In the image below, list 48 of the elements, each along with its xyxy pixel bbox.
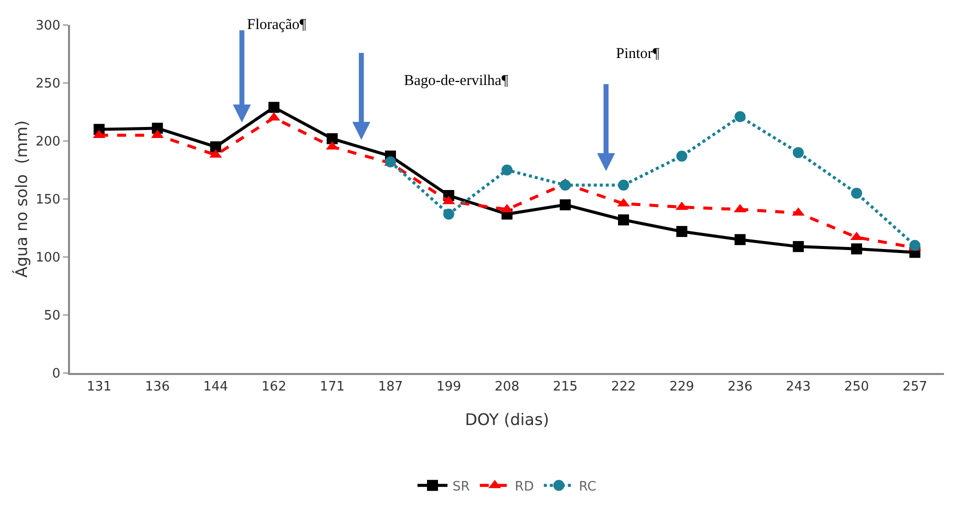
x-tick-label: 171 bbox=[320, 380, 345, 395]
point bbox=[502, 164, 512, 176]
x-tick-label: 131 bbox=[86, 380, 112, 395]
point bbox=[210, 141, 222, 152]
legend-label: SR bbox=[452, 479, 470, 494]
point bbox=[792, 241, 804, 252]
point bbox=[851, 188, 862, 199]
point bbox=[909, 240, 920, 251]
annotation: Floração¶ bbox=[247, 17, 306, 33]
x-tick-label: 199 bbox=[436, 380, 462, 395]
x-tick-label: 222 bbox=[611, 380, 636, 395]
point bbox=[851, 243, 862, 254]
x-tick-label: 257 bbox=[902, 380, 928, 395]
point bbox=[443, 208, 454, 220]
x-tick-label: 144 bbox=[203, 380, 228, 395]
x-tick-label: 187 bbox=[378, 380, 403, 395]
y-axis-title: Água no solo (mm) bbox=[12, 120, 31, 278]
point bbox=[618, 180, 630, 191]
x-axis-title: DOY (dias) bbox=[464, 410, 550, 429]
point bbox=[734, 111, 746, 122]
point bbox=[734, 234, 746, 246]
point bbox=[560, 180, 571, 191]
y-tick-label: 100 bbox=[36, 250, 60, 266]
y-tick-label: 150 bbox=[36, 192, 60, 208]
y-tick-label: 200 bbox=[36, 134, 60, 150]
y-tick-label: 300 bbox=[36, 18, 60, 34]
y-tick-label: 250 bbox=[36, 76, 60, 92]
x-tick-label: 136 bbox=[144, 380, 170, 395]
legend-label: RD bbox=[514, 479, 534, 494]
legend-label: RC bbox=[578, 479, 596, 494]
point bbox=[268, 102, 280, 113]
y-tick-label: 50 bbox=[44, 308, 60, 324]
point bbox=[676, 150, 688, 162]
point bbox=[618, 214, 630, 226]
point bbox=[792, 147, 804, 158]
point bbox=[326, 133, 338, 144]
annotation: Pintor¶ bbox=[616, 46, 660, 62]
x-tick-label: 208 bbox=[494, 380, 520, 395]
x-tick-label: 162 bbox=[262, 380, 286, 395]
x-tick-label: 243 bbox=[786, 380, 811, 395]
y-tick-label: 0 bbox=[52, 366, 60, 382]
x-tick-label: 250 bbox=[844, 380, 870, 395]
x-tick-label: 215 bbox=[552, 380, 578, 395]
x-tick-label: 229 bbox=[669, 380, 694, 395]
annotation: Bago-de-ervilha¶ bbox=[404, 73, 508, 89]
point bbox=[560, 199, 571, 210]
x-tick-label: 236 bbox=[728, 380, 752, 395]
point bbox=[676, 226, 688, 237]
